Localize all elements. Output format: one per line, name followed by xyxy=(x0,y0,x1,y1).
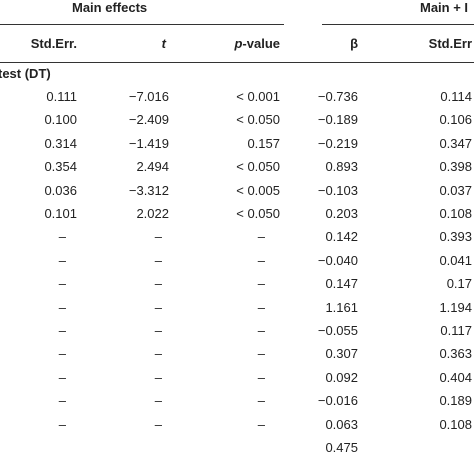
cell: −0.040 xyxy=(317,252,358,268)
cell: 0.398 xyxy=(439,159,472,175)
cell: – xyxy=(257,393,265,409)
header-rule xyxy=(0,62,474,63)
cell: – xyxy=(154,416,162,432)
cell: – xyxy=(58,323,66,338)
cell: 2.022 xyxy=(136,206,169,221)
cell: – xyxy=(257,229,265,245)
cell: < 0.001 xyxy=(236,89,280,104)
cell: −2.409 xyxy=(128,112,169,128)
cell: – xyxy=(58,299,66,315)
cell: 0.111 xyxy=(46,89,77,104)
group-rule xyxy=(0,24,284,25)
cell: < 0.050 xyxy=(236,159,280,175)
cell: −7.016 xyxy=(128,89,169,104)
group-header: Main + I xyxy=(420,0,469,15)
cell: < 0.005 xyxy=(236,182,280,198)
cell: 0.404 xyxy=(439,369,472,385)
cell: 2.494 xyxy=(136,159,169,175)
cell: 0.101 xyxy=(44,206,77,221)
cell: – xyxy=(257,299,265,315)
cell: 0.203 xyxy=(325,206,358,221)
cell: 0.354 xyxy=(44,159,77,175)
column-header: Std.Err xyxy=(428,36,472,51)
cell: 0.307 xyxy=(325,346,358,362)
cell: 0.036 xyxy=(44,182,77,198)
cell: 1.194 xyxy=(439,299,472,315)
cell: – xyxy=(58,393,66,409)
cell: 0.108 xyxy=(439,416,472,432)
cell: 0.147 xyxy=(325,276,358,292)
cell: 0.106 xyxy=(439,112,472,128)
cell: – xyxy=(257,416,265,432)
cell: −0.736 xyxy=(317,89,358,104)
cell: 0.114 xyxy=(440,89,472,104)
cell: 0.037 xyxy=(439,182,472,198)
cell: – xyxy=(154,393,162,409)
cell: −0.189 xyxy=(317,112,358,128)
cell: – xyxy=(58,252,66,268)
cell: −0.103 xyxy=(317,182,358,198)
column-header: β xyxy=(350,36,358,51)
cell: < 0.050 xyxy=(236,206,280,221)
cell: 0.393 xyxy=(439,229,472,245)
cell: 0.347 xyxy=(439,135,472,151)
cell: −1.419 xyxy=(128,135,169,151)
cell: 0.17 xyxy=(446,276,472,292)
cell: 0.189 xyxy=(439,393,472,409)
cell: 0.092 xyxy=(325,369,358,385)
cell: −0.219 xyxy=(317,135,358,151)
cell: 0.363 xyxy=(439,346,472,362)
cell: 0.108 xyxy=(439,206,472,221)
cell: – xyxy=(154,323,162,338)
cell: −3.312 xyxy=(128,182,169,198)
cell: – xyxy=(154,299,162,315)
cell: – xyxy=(257,276,265,292)
cell: – xyxy=(58,346,66,362)
cell: 0.475 xyxy=(325,440,358,455)
cell: – xyxy=(154,276,162,292)
column-header: p-value xyxy=(234,36,280,51)
cell: – xyxy=(154,229,162,245)
cell: – xyxy=(257,346,265,362)
cell: – xyxy=(58,229,66,245)
cell: 0.142 xyxy=(325,229,358,245)
cell: 1.161 xyxy=(325,299,358,315)
cell: −0.055 xyxy=(317,323,358,338)
cell: – xyxy=(58,276,66,292)
cell: 0.117 xyxy=(440,323,472,338)
cell: – xyxy=(257,369,265,385)
group-header: Main effects xyxy=(72,0,148,15)
cell: – xyxy=(58,416,66,432)
cell: 0.893 xyxy=(325,159,358,175)
cell: – xyxy=(257,252,265,268)
cell: 0.314 xyxy=(44,135,77,151)
cell: – xyxy=(257,323,265,338)
cell: – xyxy=(154,346,162,362)
cell: – xyxy=(154,369,162,385)
cell: – xyxy=(154,252,162,268)
column-header: Std.Err. xyxy=(30,36,77,51)
cell: 0.041 xyxy=(439,252,472,268)
cell: 0.100 xyxy=(44,112,77,128)
cell: < 0.050 xyxy=(236,112,280,128)
cell: 0.063 xyxy=(325,416,358,432)
group-rule xyxy=(322,24,474,25)
section-label: test (DT) xyxy=(0,66,51,81)
cell: 0.157 xyxy=(247,135,280,151)
column-header: t xyxy=(161,36,166,51)
cell: −0.016 xyxy=(317,393,358,409)
cell: – xyxy=(58,369,66,385)
